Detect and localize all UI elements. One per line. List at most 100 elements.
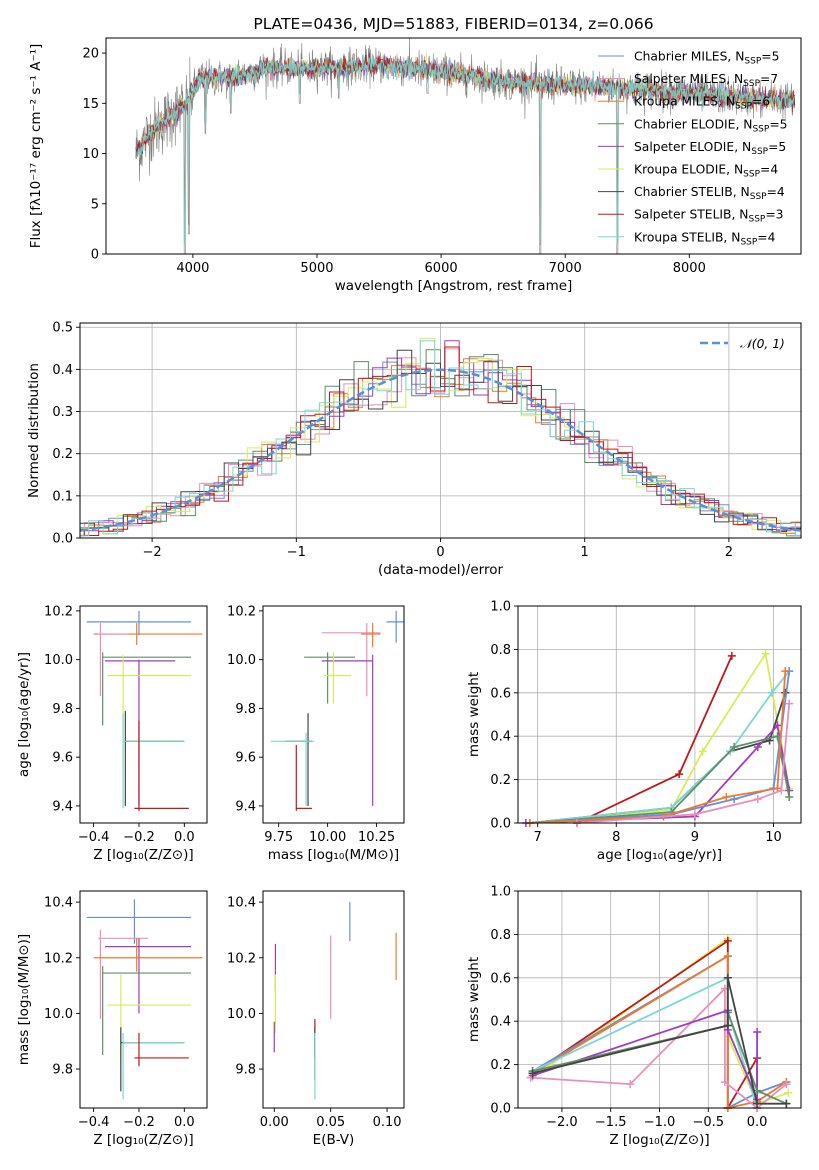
series-marker xyxy=(782,1099,791,1108)
age_vs_Z-frame xyxy=(79,605,208,824)
histogram-salpeter_stelib xyxy=(80,346,801,536)
series-marker xyxy=(785,699,794,708)
mass_weight_vs_Z-xlabel: Z [log₁₀(Z/Z⊙)] xyxy=(609,1132,709,1148)
y-tick-label: 10.0 xyxy=(227,1007,256,1022)
x-tick-label: 5000 xyxy=(300,261,333,276)
errorbar-chabrier_stelib xyxy=(284,713,312,806)
mass_weight_vs_age-lines xyxy=(521,649,794,827)
y-tick-label: 0 xyxy=(91,248,99,263)
errorbar-salpeter_elodie xyxy=(104,659,176,806)
y-tick-label: 10.2 xyxy=(227,951,256,966)
errorbar-chabrier_miles xyxy=(386,610,404,643)
y-tick-label: 9.6 xyxy=(235,751,256,766)
y-tick-label: 0.0 xyxy=(52,532,73,547)
mass_weight_vs_Z-lines xyxy=(526,934,793,1112)
age_vs_mass-xlabel: mass [log₁₀(M/M⊙)] xyxy=(268,847,399,863)
errorbar-kroupa_elodie xyxy=(107,974,192,1064)
series-marker xyxy=(782,1080,791,1089)
errorbar-kroupa_stelib xyxy=(270,732,314,806)
series-marker xyxy=(690,810,699,819)
y-tick-label: 10.2 xyxy=(44,604,73,619)
x-tick-label: −0.5 xyxy=(693,1115,725,1130)
spectrum-ylabel: Flux [fλ10⁻¹⁷ erg cm⁻² s⁻¹ A⁻¹] xyxy=(28,44,44,249)
y-tick-label: 0.6 xyxy=(490,686,511,701)
errorbar-chabrier_elodie xyxy=(102,966,192,1056)
x-tick-label: 0.05 xyxy=(316,1115,345,1130)
age_vs_mass-errorbars xyxy=(270,610,404,811)
histogram-steps xyxy=(80,337,801,537)
legend-label: 𝒩(0, 1) xyxy=(740,337,785,351)
mass_weight_vs_age-frame xyxy=(517,605,802,824)
x-tick-label: −0.2 xyxy=(123,830,155,845)
y-tick-label: 9.4 xyxy=(52,799,73,814)
mass_vs_EBV-axes: 0.00 0.05 0.10 9.8 10.0 10.2 10.4 E(B-V) xyxy=(227,890,405,1148)
mass_vs_Z-ylabel: mass [log₁₀(M/M⊙)] xyxy=(16,934,32,1065)
spectrum-axes: 4000 5000 6000 7000 8000 0 5 10 15 20 wavelength [… xyxy=(28,15,802,294)
series-marker xyxy=(777,786,786,795)
x-tick-label: −0.4 xyxy=(78,830,110,845)
histogram-kroupa_miles xyxy=(80,358,801,536)
x-tick-label: −2.0 xyxy=(546,1115,578,1130)
series-line-salpeter_stelib xyxy=(576,655,733,824)
x-tick-label: 10 xyxy=(765,830,782,845)
y-tick-label: 10.2 xyxy=(227,604,256,619)
y-tick-label: 9.8 xyxy=(235,702,256,717)
residuals-xlabel: (data-model)/error xyxy=(378,562,504,578)
x-tick-label: 10.00 xyxy=(309,830,346,845)
spectrum-lines xyxy=(135,38,796,254)
legend-label: Salpeter STELIB, NSSP=3 xyxy=(634,208,784,225)
y-tick-label: 0.2 xyxy=(52,447,73,462)
legend-label: Kroupa MILES, NSSP=6 xyxy=(634,95,770,112)
errorbar-kroupa_stelib xyxy=(122,1032,185,1100)
normal-curve xyxy=(80,368,801,532)
x-tick-label: 0.10 xyxy=(373,1115,402,1130)
y-tick-label: 9.8 xyxy=(235,1063,256,1078)
series-line-salpeter_elodie xyxy=(525,723,791,824)
spectrum-frame xyxy=(105,37,802,255)
histogram-kroupa_stelib xyxy=(80,340,801,537)
errorbar-kroupa_miles xyxy=(93,938,203,972)
errorbar-salpeter_elodie xyxy=(321,654,374,806)
x-tick-label: 0.0 xyxy=(174,830,195,845)
errorbar-chabrier_stelib xyxy=(124,710,185,806)
x-tick-label: 7000 xyxy=(549,261,582,276)
mass_weight_vs_Z-grid xyxy=(518,890,801,1109)
spectrum-xlabel: wavelength [Angstrom, rest frame] xyxy=(335,278,573,294)
x-tick-label: 0.0 xyxy=(174,1115,195,1130)
x-tick-label: 9.75 xyxy=(264,830,293,845)
y-tick-label: 0.3 xyxy=(52,405,73,420)
legend-label: Salpeter MILES, NSSP=7 xyxy=(634,72,778,89)
series-marker xyxy=(698,747,707,756)
x-tick-label: 6000 xyxy=(425,261,458,276)
errorbar-chabrier_elodie xyxy=(102,652,192,726)
series-marker xyxy=(720,1077,729,1086)
mass_vs_Z-frame xyxy=(79,890,208,1109)
age_vs_Z-xlabel: Z [log₁₀(Z/Z⊙)] xyxy=(93,847,193,863)
residuals-frame xyxy=(79,322,802,539)
y-tick-label: 10 xyxy=(82,147,99,162)
errorbar-chabrier_elodie xyxy=(304,652,356,704)
x-tick-label: −0.2 xyxy=(123,1115,155,1130)
errorbar-salpeter_elodie xyxy=(104,938,192,1014)
y-tick-label: 9.4 xyxy=(235,799,256,814)
y-tick-label: 15 xyxy=(82,97,99,112)
x-tick-label: 10.25 xyxy=(358,830,395,845)
mass_vs_Z-xlabel: Z [log₁₀(Z/Z⊙)] xyxy=(93,1132,193,1148)
age_vs_Z-axes: −0.4 −0.2 0.0 9.4 9.6 9.8 10.0 10.2 Z [log₁₀(Z/Z… xyxy=(16,604,208,863)
y-tick-label: 0.5 xyxy=(52,321,73,336)
mass_weight_vs_Z-axes: −2.0 −1.5 −1.0 −0.5 0.0 0.0 0.2 0.4 0.6 0.8 1.0 Z [… xyxy=(466,885,802,1148)
series-marker xyxy=(781,667,790,676)
y-tick-label: 0.1 xyxy=(52,489,73,504)
legend-label: Chabrier ELODIE, NSSP=5 xyxy=(634,117,787,134)
mass_weight_vs_age-axes: 7 8 9 10 0.0 0.2 0.4 0.6 0.8 1.0 age [log₁₀(age/yr… xyxy=(466,600,802,863)
x-tick-label: 4000 xyxy=(176,261,209,276)
errorbar-kroupa_miles xyxy=(360,623,381,648)
y-tick-label: 0.8 xyxy=(490,643,511,658)
mass_vs_Z-axes: −0.4 −0.2 0.0 9.8 10.0 10.2 10.4 Z [log₁₀(Z/Z⊙)… xyxy=(16,890,208,1148)
errorbar-salpeter_miles xyxy=(98,929,149,1019)
x-tick-label: 0 xyxy=(436,545,444,560)
errorbar-salpeter_stelib xyxy=(134,1032,189,1067)
series-marker xyxy=(785,792,794,801)
errorbar-salpeter_miles xyxy=(98,623,128,697)
